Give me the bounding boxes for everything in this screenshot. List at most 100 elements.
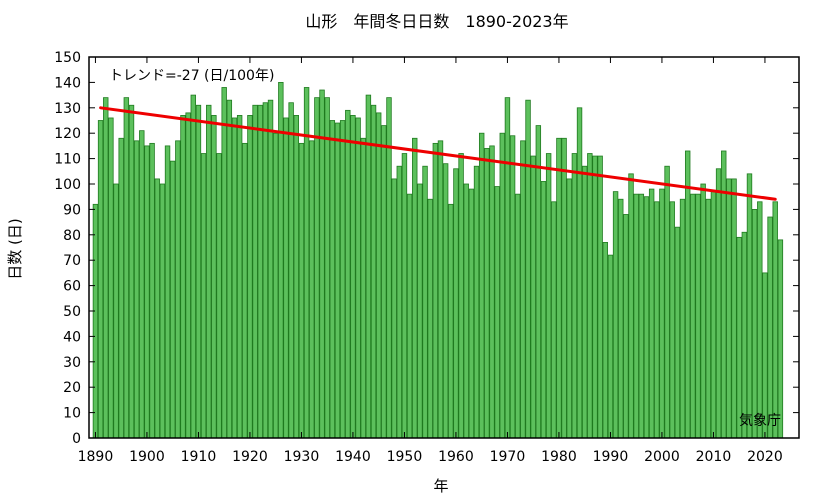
bar-1963 bbox=[468, 188, 475, 439]
bar-1971 bbox=[509, 135, 516, 439]
bar-2006 bbox=[690, 193, 696, 439]
bar-1928 bbox=[288, 102, 294, 439]
y-tick-label-20: 20 bbox=[63, 380, 81, 396]
bar-1937 bbox=[334, 122, 341, 439]
bar-1987 bbox=[592, 155, 598, 439]
bar-1930 bbox=[298, 142, 305, 439]
bar-1911 bbox=[200, 153, 207, 439]
y-tick-label-140: 140 bbox=[54, 75, 81, 91]
y-tick-label-90: 90 bbox=[63, 202, 81, 218]
bar-series bbox=[92, 82, 784, 439]
bar-1936 bbox=[329, 120, 336, 439]
bar-1985 bbox=[581, 165, 588, 439]
y-tick-label-130: 130 bbox=[54, 101, 81, 117]
bar-1975 bbox=[530, 155, 536, 439]
bar-1914 bbox=[216, 153, 222, 439]
bar-1968 bbox=[494, 186, 500, 439]
bar-1992 bbox=[618, 198, 624, 439]
y-tick-label-80: 80 bbox=[63, 228, 81, 244]
y-tick-label-150: 150 bbox=[54, 50, 81, 66]
bar-2008 bbox=[700, 183, 706, 439]
bar-1891 bbox=[97, 120, 104, 439]
x-tick-label-2010: 2010 bbox=[696, 449, 732, 465]
bar-1892 bbox=[103, 97, 109, 439]
bar-1997 bbox=[643, 196, 650, 439]
bar-1917 bbox=[231, 117, 238, 439]
bar-1972 bbox=[515, 193, 521, 439]
bar-1941 bbox=[355, 117, 361, 439]
bar-1970 bbox=[504, 97, 511, 439]
bar-1966 bbox=[484, 148, 490, 439]
bar-1961 bbox=[458, 153, 464, 439]
bar-1982 bbox=[566, 178, 572, 439]
bar-2010 bbox=[710, 191, 717, 439]
plot-frame bbox=[88, 56, 800, 439]
bar-1921 bbox=[252, 104, 258, 439]
bar-1973 bbox=[520, 140, 526, 439]
x-axis: 1890 1900 1910 1920 1930 1940 1950 1960 1970 1980… bbox=[78, 57, 783, 465]
bar-1915 bbox=[221, 87, 227, 439]
bar-1949 bbox=[396, 165, 402, 439]
bar-1950 bbox=[401, 153, 408, 439]
bar-2005 bbox=[684, 150, 691, 439]
bar-1896 bbox=[123, 97, 130, 439]
bar-1983 bbox=[571, 153, 578, 439]
bar-1899 bbox=[139, 130, 145, 439]
bar-1978 bbox=[545, 153, 552, 439]
bar-2015 bbox=[736, 236, 742, 439]
bar-2013 bbox=[726, 178, 732, 439]
x-tick-label-1940: 1940 bbox=[335, 449, 371, 465]
bar-1903 bbox=[159, 183, 166, 439]
bar-1965 bbox=[478, 132, 485, 439]
x-tick-label-1890: 1890 bbox=[78, 449, 114, 465]
bar-1994 bbox=[628, 173, 634, 439]
x-tick-label-1960: 1960 bbox=[438, 449, 474, 465]
x-tick-label-1980: 1980 bbox=[541, 449, 577, 465]
bar-2003 bbox=[674, 226, 681, 439]
bar-1929 bbox=[293, 115, 299, 439]
bar-1947 bbox=[386, 97, 392, 439]
y-tick-label-70: 70 bbox=[63, 253, 81, 269]
y-tick-label-50: 50 bbox=[63, 304, 81, 320]
bar-1918 bbox=[236, 115, 243, 439]
bar-2022 bbox=[772, 201, 778, 439]
x-tick-label-2020: 2020 bbox=[747, 449, 783, 465]
bar-1974 bbox=[525, 99, 531, 439]
bar-1996 bbox=[638, 193, 645, 439]
bar-2017 bbox=[746, 173, 753, 439]
bar-1908 bbox=[185, 112, 191, 439]
y-tick-label-60: 60 bbox=[63, 279, 81, 295]
bar-1905 bbox=[169, 160, 176, 439]
bar-1913 bbox=[211, 115, 217, 439]
y-tick-label-0: 0 bbox=[72, 431, 81, 447]
bar-1964 bbox=[473, 165, 480, 439]
bar-1939 bbox=[345, 109, 351, 439]
x-tick-label-1910: 1910 bbox=[181, 449, 217, 465]
bar-1933 bbox=[314, 97, 320, 439]
y-axis-label: 日数 (日) bbox=[6, 218, 24, 279]
bar-2007 bbox=[695, 193, 701, 439]
bar-1960 bbox=[453, 168, 459, 439]
bar-1942 bbox=[360, 137, 366, 439]
bar-1919 bbox=[242, 142, 248, 439]
x-tick-label-1920: 1920 bbox=[232, 449, 268, 465]
bar-1940 bbox=[350, 115, 356, 439]
bar-1956 bbox=[432, 142, 439, 439]
bar-2002 bbox=[669, 201, 675, 439]
bar-1958 bbox=[442, 163, 449, 439]
x-tick-label-2000: 2000 bbox=[644, 449, 680, 465]
x-tick-label-1930: 1930 bbox=[284, 449, 320, 465]
bar-1894 bbox=[113, 183, 119, 439]
bar-1998 bbox=[648, 188, 655, 439]
bar-1951 bbox=[406, 193, 413, 439]
bar-1901 bbox=[149, 142, 155, 439]
y-tick-label-120: 120 bbox=[54, 126, 81, 142]
bar-1952 bbox=[412, 137, 418, 439]
bar-2023 bbox=[777, 239, 784, 439]
bar-1980 bbox=[556, 137, 562, 439]
bar-2012 bbox=[721, 150, 727, 439]
y-tick-label-10: 10 bbox=[63, 406, 81, 422]
x-tick-label-1900: 1900 bbox=[129, 449, 165, 465]
bar-2001 bbox=[664, 165, 670, 439]
